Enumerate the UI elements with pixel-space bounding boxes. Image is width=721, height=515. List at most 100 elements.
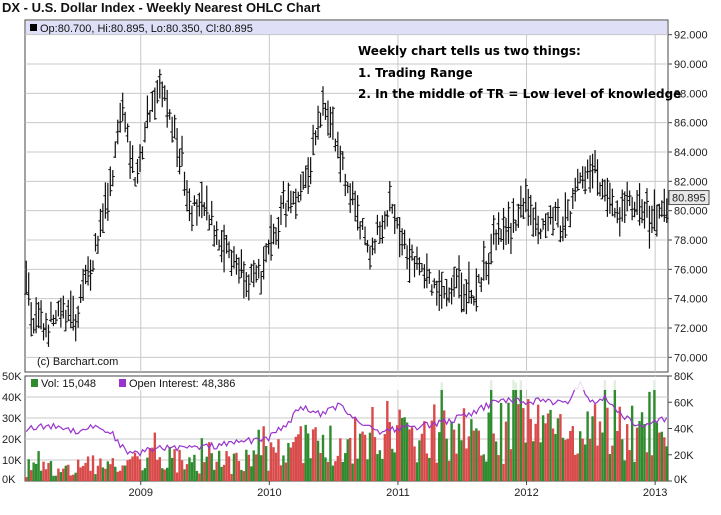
ohlc-bar bbox=[311, 124, 316, 156]
ohlc-bar bbox=[160, 81, 165, 108]
volume-bar bbox=[178, 449, 181, 481]
volume-bar bbox=[591, 416, 594, 481]
volume-bar bbox=[638, 421, 641, 481]
ohlc-bar bbox=[617, 207, 622, 237]
volume-bar bbox=[242, 471, 246, 481]
volume-bar bbox=[316, 440, 320, 481]
ohlc-bar bbox=[538, 228, 543, 240]
volume-bar bbox=[418, 440, 421, 481]
ohlc-bar bbox=[588, 155, 593, 193]
ohlc-bar bbox=[34, 297, 39, 334]
ohlc-bar bbox=[86, 256, 91, 286]
volume-bar bbox=[297, 434, 300, 481]
volume-bar bbox=[420, 433, 424, 481]
volume-bar bbox=[185, 464, 189, 481]
ohlc-bar bbox=[113, 141, 118, 158]
ohlc-bar bbox=[140, 146, 145, 160]
ohlc-bar bbox=[474, 268, 479, 312]
volume-bar bbox=[128, 459, 132, 481]
volume-bar bbox=[264, 446, 268, 481]
ohlc-bar bbox=[553, 201, 558, 222]
ohlc-bar bbox=[516, 203, 521, 228]
ohlc-bar bbox=[241, 261, 246, 299]
price-tick-label: 88.000 bbox=[674, 88, 708, 100]
volume-bar bbox=[460, 440, 463, 481]
volume-bar bbox=[76, 459, 80, 481]
ohlc-bar bbox=[51, 314, 56, 327]
volume-bar bbox=[334, 461, 337, 481]
ohlc-bar bbox=[68, 290, 73, 329]
ohlc-bar bbox=[560, 216, 565, 242]
volume-bar bbox=[324, 457, 327, 481]
ohlc-bar bbox=[266, 239, 271, 255]
x-axis: 2009 2010 2011 2012 2013 bbox=[128, 481, 667, 499]
volume-bar bbox=[430, 420, 434, 481]
volume-bar bbox=[628, 450, 631, 481]
volume-bar bbox=[67, 464, 70, 481]
ohlc-bar bbox=[523, 178, 528, 213]
volume-bar bbox=[529, 418, 532, 481]
volume-bar bbox=[544, 423, 547, 481]
last-price-box bbox=[668, 190, 710, 206]
volume-bar bbox=[52, 475, 55, 481]
ohlc-bar bbox=[345, 181, 350, 194]
price-tick-label: 76.000 bbox=[674, 264, 708, 276]
volume-bar bbox=[208, 442, 211, 481]
ohlc-bar bbox=[424, 253, 429, 289]
annotation-line-1: Weekly chart tells us two things: bbox=[358, 44, 581, 58]
volume-bar bbox=[200, 438, 204, 481]
ohlc-bar bbox=[508, 222, 513, 255]
ohlc-bar bbox=[227, 241, 232, 259]
ohlc-bar bbox=[387, 181, 392, 212]
volume-bar bbox=[504, 421, 508, 481]
x-tick-label: 2009 bbox=[128, 487, 152, 499]
volume-bar bbox=[660, 431, 664, 481]
ohlc-bar bbox=[48, 301, 53, 323]
volume-bar bbox=[366, 459, 369, 481]
ohlc-bar bbox=[244, 272, 249, 297]
ohlc-bar bbox=[175, 128, 180, 168]
ohlc-bar bbox=[306, 157, 311, 194]
volume-bar bbox=[62, 468, 65, 481]
x-tick-label: 2013 bbox=[643, 487, 667, 499]
volume-bar bbox=[42, 461, 45, 481]
ohlc-bar bbox=[476, 274, 481, 284]
ohlc-bar bbox=[145, 95, 150, 129]
ohlc-bar bbox=[236, 257, 241, 284]
ohlc-bar bbox=[353, 190, 358, 222]
volume-bar bbox=[148, 448, 152, 481]
ohlc-bar bbox=[602, 179, 607, 202]
ohlc-bar bbox=[479, 277, 484, 292]
volume-bar bbox=[606, 407, 609, 481]
volume-bar bbox=[621, 439, 624, 481]
volume-bar bbox=[262, 426, 265, 481]
volume-bar bbox=[302, 463, 305, 481]
volume-bar bbox=[106, 461, 110, 481]
volume-bar bbox=[279, 465, 283, 481]
ohlc-bar bbox=[133, 177, 138, 187]
volume-bar bbox=[356, 458, 359, 481]
ohlc-bar bbox=[625, 181, 630, 212]
price-tick-label: 86.000 bbox=[674, 118, 708, 130]
ohlc-bar bbox=[370, 237, 375, 256]
ohlc-bar bbox=[590, 153, 595, 189]
volume-bar bbox=[386, 400, 389, 481]
volume-bar bbox=[588, 438, 592, 481]
ohlc-bar bbox=[541, 218, 546, 230]
oi-legend-swatch bbox=[119, 379, 126, 387]
volume-bar bbox=[188, 457, 191, 481]
ohlc-bar bbox=[620, 189, 625, 222]
ohlc-bar bbox=[254, 264, 259, 283]
volume-bar bbox=[569, 431, 572, 481]
price-tick-label: 72.000 bbox=[674, 323, 708, 335]
volume-bar bbox=[240, 469, 243, 481]
ohlc-bar bbox=[31, 317, 36, 334]
volume-tick-label-right: 40K bbox=[674, 424, 694, 436]
volume-bar bbox=[663, 437, 666, 481]
ohlc-bar bbox=[518, 185, 523, 218]
ohlc-bar bbox=[457, 255, 462, 299]
price-tick-label: 70.000 bbox=[674, 352, 708, 364]
ohlc-bar bbox=[397, 217, 402, 258]
ohlc-bar bbox=[642, 201, 647, 229]
ohlc-bar bbox=[597, 182, 602, 197]
